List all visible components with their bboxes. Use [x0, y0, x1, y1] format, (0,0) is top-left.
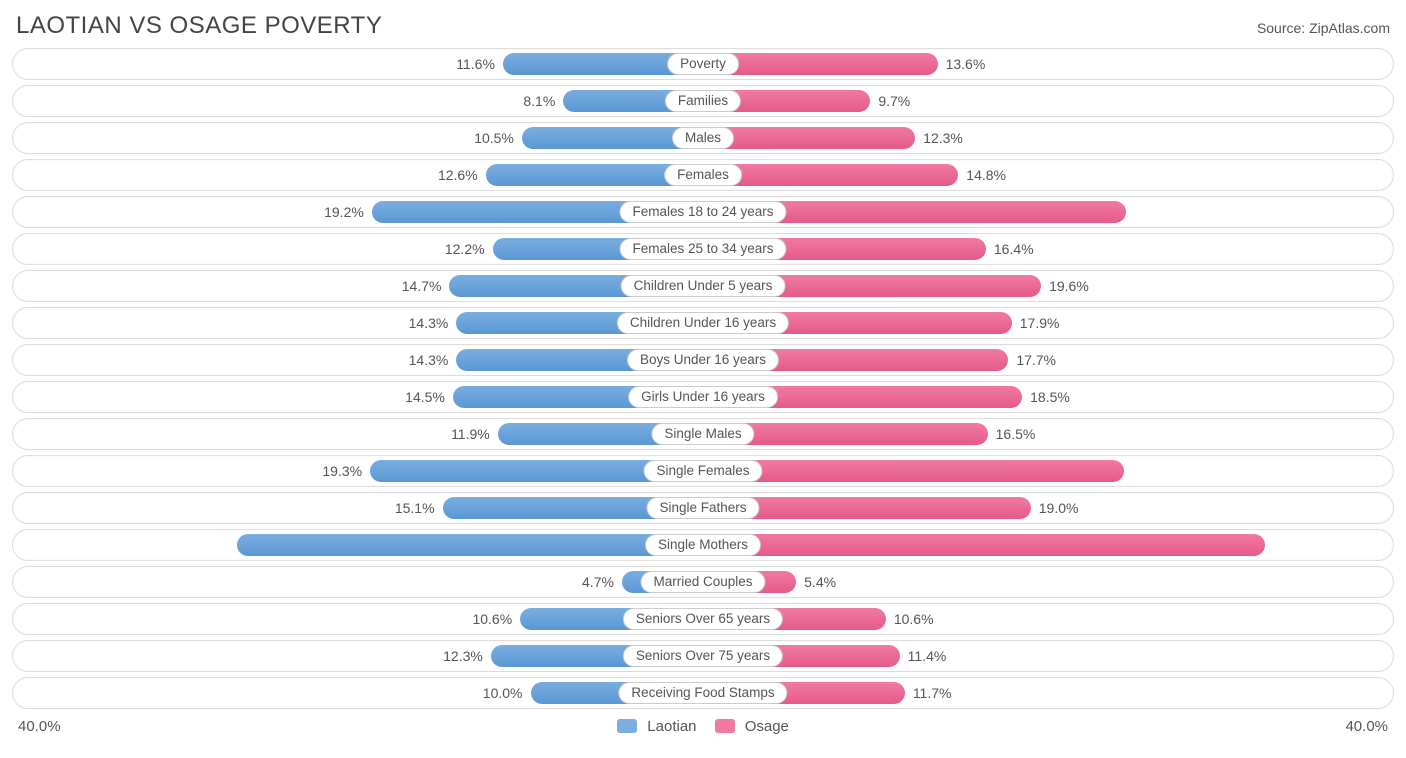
chart-row: 19.3%24.4%Single Females [12, 455, 1394, 487]
value-left: 12.2% [445, 234, 485, 264]
chart-row: 14.3% 17.9% Children Under 16 years [12, 307, 1394, 339]
value-right: 13.6% [946, 49, 986, 79]
value-left: 19.3% [322, 456, 362, 486]
category-label: Families [665, 90, 741, 112]
chart-footer: 40.0% Laotian Osage 40.0% [12, 714, 1394, 735]
category-label: Females [664, 164, 742, 186]
bar-right [703, 127, 915, 149]
chart-row: 8.1% 9.7% Families [12, 85, 1394, 117]
category-label: Married Couples [640, 571, 765, 593]
chart-row: 12.3% 11.4% Seniors Over 75 years [12, 640, 1394, 672]
value-left: 14.3% [409, 308, 449, 338]
category-label: Boys Under 16 years [627, 349, 779, 371]
value-right: 14.8% [966, 160, 1006, 190]
value-right: 11.7% [913, 678, 952, 708]
chart-row: 11.6% 13.6% Poverty [12, 48, 1394, 80]
value-right: 17.9% [1020, 308, 1060, 338]
category-label: Children Under 16 years [617, 312, 789, 334]
category-label: Seniors Over 75 years [623, 645, 783, 667]
value-left: 10.6% [472, 604, 512, 634]
chart-title: LAOTIAN VS OSAGE POVERTY [16, 12, 382, 40]
chart-row: 14.5% 18.5% Girls Under 16 years [12, 381, 1394, 413]
chart-row: 11.9% 16.5% Single Males [12, 418, 1394, 450]
value-right: 19.0% [1039, 493, 1079, 523]
value-left: 11.6% [456, 49, 495, 79]
value-left: 14.5% [405, 382, 445, 412]
chart-row: 15.1% 19.0% Single Fathers [12, 492, 1394, 524]
value-right: 16.4% [994, 234, 1034, 264]
value-right: 12.3% [923, 123, 963, 153]
value-left: 10.0% [483, 678, 523, 708]
category-label: Single Fathers [646, 497, 759, 519]
source-label: Source: [1257, 20, 1305, 36]
bar-right [703, 460, 1124, 482]
legend-swatch-right [715, 719, 735, 733]
axis-max-right: 40.0% [1345, 718, 1388, 735]
value-left: 19.2% [324, 197, 364, 227]
chart-header: LAOTIAN VS OSAGE POVERTY Source: ZipAtla… [12, 12, 1394, 48]
chart-source: Source: ZipAtlas.com [1257, 20, 1390, 36]
category-label: Single Males [651, 423, 754, 445]
legend-item-left: Laotian [617, 718, 696, 735]
chart-row: 12.2% 16.4% Females 25 to 34 years [12, 233, 1394, 265]
value-right: 10.6% [894, 604, 934, 634]
bar-left [237, 534, 703, 556]
chart-row: 19.2%24.5%Females 18 to 24 years [12, 196, 1394, 228]
chart-row: 10.0% 11.7% Receiving Food Stamps [12, 677, 1394, 709]
value-left: 11.9% [451, 419, 490, 449]
value-left: 12.3% [443, 641, 483, 671]
value-left: 14.7% [402, 271, 442, 301]
value-right: 5.4% [804, 567, 836, 597]
bar-right [703, 534, 1265, 556]
legend-label-left: Laotian [647, 718, 696, 735]
chart-row: 12.6% 14.8% Females [12, 159, 1394, 191]
value-left: 14.3% [409, 345, 449, 375]
category-label: Males [672, 127, 734, 149]
value-right: 9.7% [878, 86, 910, 116]
chart-row: 10.6% 10.6% Seniors Over 65 years [12, 603, 1394, 635]
legend-label-right: Osage [745, 718, 789, 735]
value-right: 19.6% [1049, 271, 1089, 301]
value-right: 17.7% [1016, 345, 1056, 375]
category-label: Single Females [643, 460, 762, 482]
chart-row: 27.0%32.6%Single Mothers [12, 529, 1394, 561]
category-label: Single Mothers [645, 534, 761, 556]
axis-max-left: 40.0% [18, 718, 61, 735]
category-label: Children Under 5 years [621, 275, 786, 297]
value-right: 18.5% [1030, 382, 1070, 412]
value-left: 15.1% [395, 493, 435, 523]
chart-row: 4.7% 5.4% Married Couples [12, 566, 1394, 598]
value-right: 16.5% [996, 419, 1036, 449]
legend-item-right: Osage [715, 718, 789, 735]
diverging-bar-chart: 11.6% 13.6% Poverty 8.1% 9.7% Families 10.5% 12… [12, 48, 1394, 709]
value-left: 8.1% [523, 86, 555, 116]
source-name: ZipAtlas.com [1309, 20, 1390, 36]
legend: Laotian Osage [617, 718, 789, 735]
category-label: Females 25 to 34 years [619, 238, 786, 260]
category-label: Poverty [667, 53, 739, 75]
category-label: Receiving Food Stamps [618, 682, 787, 704]
chart-row: 14.3% 17.7% Boys Under 16 years [12, 344, 1394, 376]
category-label: Seniors Over 65 years [623, 608, 783, 630]
value-left: 4.7% [582, 567, 614, 597]
category-label: Females 18 to 24 years [619, 201, 786, 223]
category-label: Girls Under 16 years [628, 386, 778, 408]
legend-swatch-left [617, 719, 637, 733]
chart-row: 10.5% 12.3% Males [12, 122, 1394, 154]
value-right: 11.4% [908, 641, 947, 671]
value-left: 12.6% [438, 160, 478, 190]
chart-row: 14.7% 19.6% Children Under 5 years [12, 270, 1394, 302]
value-left: 10.5% [474, 123, 514, 153]
